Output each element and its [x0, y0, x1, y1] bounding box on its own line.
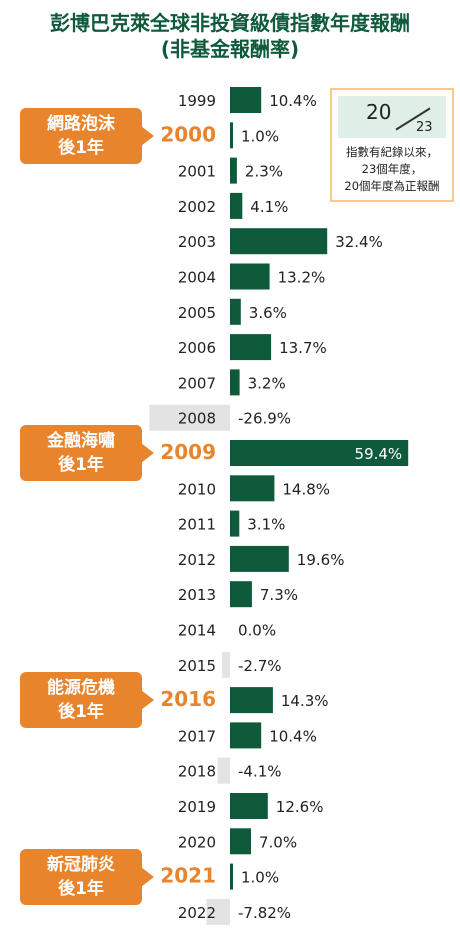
year-label-2001: 2001 [178, 163, 216, 181]
bar-2016 [230, 687, 273, 714]
year-label-2011: 2011 [178, 516, 216, 534]
bar-2008 [149, 404, 230, 431]
callout-covid-line2: 後1年 [58, 879, 104, 899]
info-box: 20 23 指數有紀錄以來， 23個年度， 20個年度為正報酬 [330, 88, 454, 202]
bar-2020 [230, 828, 251, 855]
value-label-2018: -4.1% [238, 763, 282, 781]
bar-1999 [230, 87, 262, 113]
value-label-2006: 13.7% [279, 339, 327, 357]
chart-title-line1: 彭博巴克萊全球非投資級債指數年度報酬 [50, 11, 410, 35]
value-label-2015: -2.7% [238, 657, 282, 675]
value-label-2012: 19.6% [297, 551, 345, 569]
value-label-2013: 7.3% [260, 586, 298, 604]
year-label-2009: 2009 [160, 440, 216, 464]
year-label-2013: 2013 [178, 586, 216, 604]
bar-2000 [230, 122, 233, 149]
year-label-2003: 2003 [178, 233, 216, 251]
value-label-2017: 10.4% [269, 727, 317, 745]
bar-2006 [230, 334, 272, 361]
value-label-2008: -26.9% [238, 410, 291, 428]
year-label-2012: 2012 [178, 551, 216, 569]
bar-2019 [230, 793, 268, 819]
value-label-2016: 14.3% [281, 692, 329, 710]
value-label-2011: 3.1% [247, 516, 285, 534]
bar-2012 [230, 545, 289, 572]
value-label-2003: 32.4% [335, 233, 383, 251]
fraction-badge: 20 23 [338, 96, 446, 138]
year-label-2014: 2014 [178, 622, 216, 640]
callout-energy-crisis-line2: 後1年 [58, 702, 104, 722]
bar-2017 [230, 722, 262, 749]
chart-title-line2: (非基金報酬率) [160, 37, 300, 61]
callout-energy-crisis: 能源危機 後1年 [20, 672, 154, 728]
year-label-2017: 2017 [178, 727, 216, 745]
year-label-2016: 2016 [160, 687, 216, 711]
year-label-2007: 2007 [178, 374, 216, 392]
callout-energy-crisis-line1: 能源危機 [47, 678, 115, 698]
fraction-denominator: 23 [416, 120, 433, 135]
year-label-2004: 2004 [178, 269, 216, 287]
year-label-2018: 2018 [178, 763, 216, 781]
year-label-2010: 2010 [178, 480, 216, 498]
value-label-2019: 12.6% [276, 798, 324, 816]
callout-dotcom-line2: 後1年 [58, 138, 104, 158]
info-box-line3: 20個年度為正報酬 [344, 179, 440, 193]
value-label-2022: -7.82% [238, 904, 291, 922]
bar-2003 [230, 228, 328, 255]
year-label-2019: 2019 [178, 798, 216, 816]
bar-2004 [230, 263, 270, 290]
year-label-2020: 2020 [178, 833, 216, 851]
bar-2022 [206, 898, 230, 925]
bar-2001 [230, 157, 237, 184]
value-label-2014: 0.0% [238, 622, 276, 640]
year-label-2022: 2022 [178, 904, 216, 922]
value-label-2000: 1.0% [241, 127, 279, 145]
callout-dotcom: 網路泡沫 後1年 [20, 108, 154, 164]
value-label-2021: 1.0% [241, 869, 279, 887]
value-label-2002: 4.1% [250, 198, 288, 216]
value-label-2005: 3.6% [249, 304, 287, 322]
year-label-2000: 2000 [160, 122, 216, 146]
bar-2018 [217, 757, 230, 784]
year-label-2002: 2002 [178, 198, 216, 216]
callout-dotcom-line1: 網路泡沫 [47, 114, 115, 134]
value-label-2009: 59.4% [355, 445, 403, 463]
bar-2007 [230, 369, 240, 396]
year-label-2015: 2015 [178, 657, 216, 675]
bar-2005 [230, 298, 241, 325]
value-label-2007: 3.2% [248, 374, 286, 392]
info-box-line1: 指數有紀錄以來， [346, 145, 438, 159]
year-label-2005: 2005 [178, 304, 216, 322]
year-label-1999: 1999 [178, 92, 216, 110]
bar-2013 [230, 581, 252, 608]
year-label-2006: 2006 [178, 339, 216, 357]
bar-2002 [230, 192, 243, 219]
bar-2010 [230, 475, 275, 502]
callout-financial-crisis-line2: 後1年 [58, 455, 104, 475]
value-label-1999: 10.4% [269, 92, 317, 110]
callout-financial-crisis: 金融海嘯 後1年 [20, 425, 154, 481]
value-label-2004: 13.2% [278, 269, 326, 287]
bar-2015 [221, 651, 230, 678]
year-label-2008: 2008 [178, 410, 216, 428]
chart-title: 彭博巴克萊全球非投資級債指數年度報酬 (非基金報酬率) [0, 10, 460, 62]
callout-financial-crisis-line1: 金融海嘯 [47, 431, 115, 451]
callout-covid: 新冠肺炎 後1年 [20, 849, 154, 905]
info-box-line2: 23個年度， [361, 162, 423, 176]
fraction-numerator: 20 [366, 100, 392, 124]
value-label-2020: 7.0% [259, 833, 297, 851]
value-label-2001: 2.3% [245, 163, 283, 181]
value-label-2010: 14.8% [282, 480, 330, 498]
year-label-2021: 2021 [160, 864, 216, 888]
bar-2009 [230, 440, 409, 466]
bar-2011 [230, 510, 240, 537]
callout-covid-line1: 新冠肺炎 [47, 855, 115, 875]
info-box-text: 指數有紀錄以來， 23個年度， 20個年度為正報酬 [334, 144, 450, 195]
bar-2021 [230, 863, 233, 890]
